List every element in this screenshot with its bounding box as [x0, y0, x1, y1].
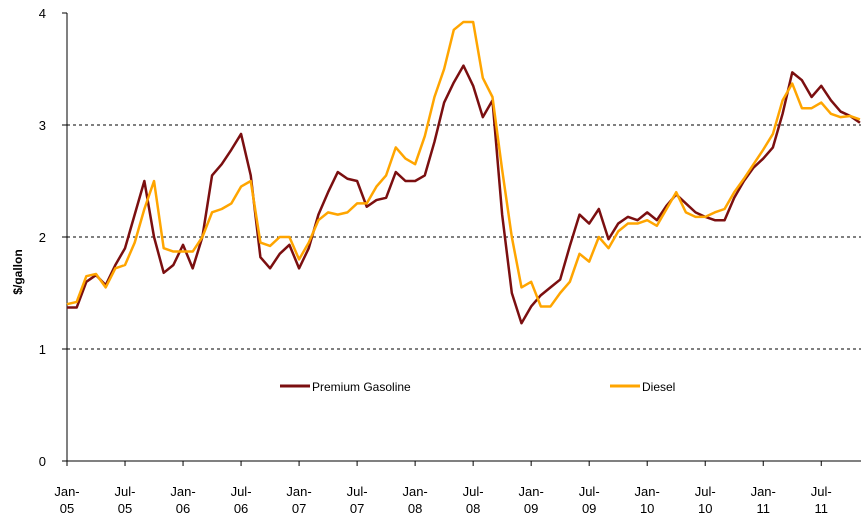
x-tick-label: Jan-07: [286, 484, 311, 516]
x-tick-label: Jul-06: [231, 484, 252, 516]
legend-label: Diesel: [642, 380, 675, 394]
x-tick-label: Jan-09: [519, 484, 544, 516]
y-axis-label: $/gallon: [11, 249, 25, 294]
x-tick-label: Jan-11: [751, 484, 776, 516]
series-line: [66, 20, 861, 308]
x-tick-label: Jan-05: [54, 484, 79, 516]
series-line: [67, 64, 861, 325]
x-tick-label: Jan-08: [402, 484, 427, 516]
y-tick-label: 3: [39, 118, 46, 133]
x-tick-label: Jul-07: [347, 484, 368, 516]
x-tick-label: Jul-09: [579, 484, 600, 516]
x-tick-label: Jan-06: [170, 484, 195, 516]
x-tick-label: Jul-11: [811, 484, 832, 516]
y-tick-label: 1: [39, 342, 46, 357]
y-tick-label: 0: [39, 454, 46, 469]
y-tick-label: 4: [39, 6, 46, 21]
x-tick-label: Jul-08: [463, 484, 484, 516]
legend-label: Premium Gasoline: [312, 380, 411, 394]
y-tick-label: 2: [39, 230, 46, 245]
x-tick-label: Jul-10: [695, 484, 716, 516]
x-tick-label: Jan-10: [635, 484, 660, 516]
x-tick-label: Jul-05: [115, 484, 136, 516]
